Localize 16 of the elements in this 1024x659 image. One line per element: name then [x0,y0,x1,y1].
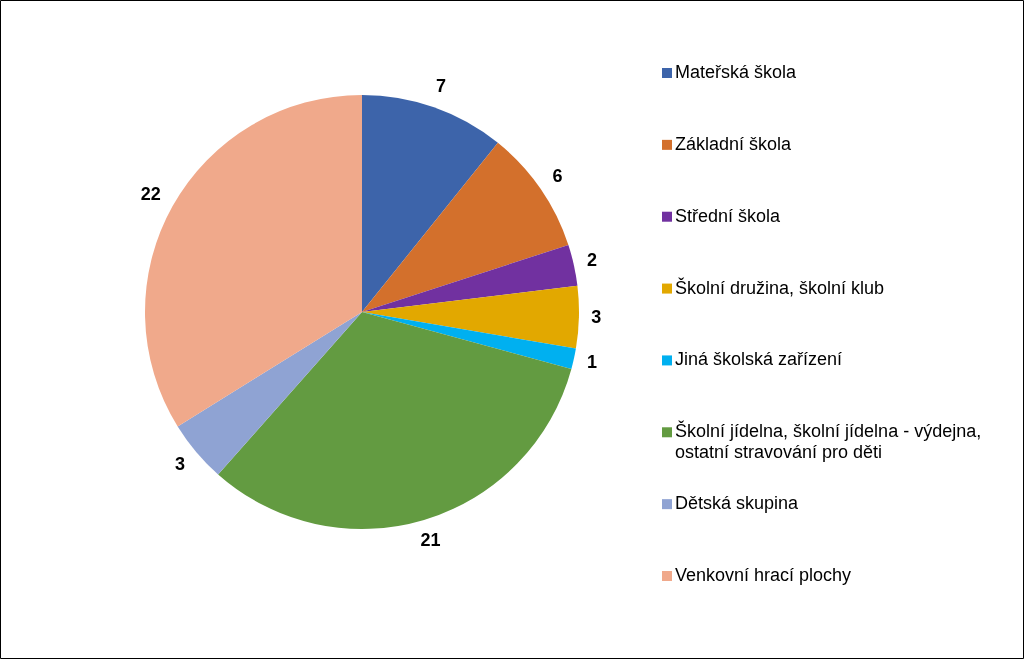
data-label: 1 [587,351,598,372]
data-label: 2 [587,250,598,271]
legend-label: Mateřská škola [675,61,798,82]
data-label: 6 [552,165,563,186]
legend-label: Střední škola [675,205,782,226]
data-label: 22 [140,183,161,204]
legend-label: Venkovní hrací plochy [675,564,852,585]
legend-label: Dětská skupina [675,493,800,514]
legend-label: Školní družina, školní klub [675,276,885,298]
legend-label: Jiná školská zařízení [675,349,843,370]
data-label: 21 [420,530,441,551]
data-label: 3 [175,454,186,475]
data-label: 7 [436,76,447,97]
legend-label: Školní jídelna, školní jídelna - výdejna, ostatní stravování pro děti [675,420,982,463]
data-label: 3 [591,306,602,327]
legend-label: Základní škola [675,133,793,154]
